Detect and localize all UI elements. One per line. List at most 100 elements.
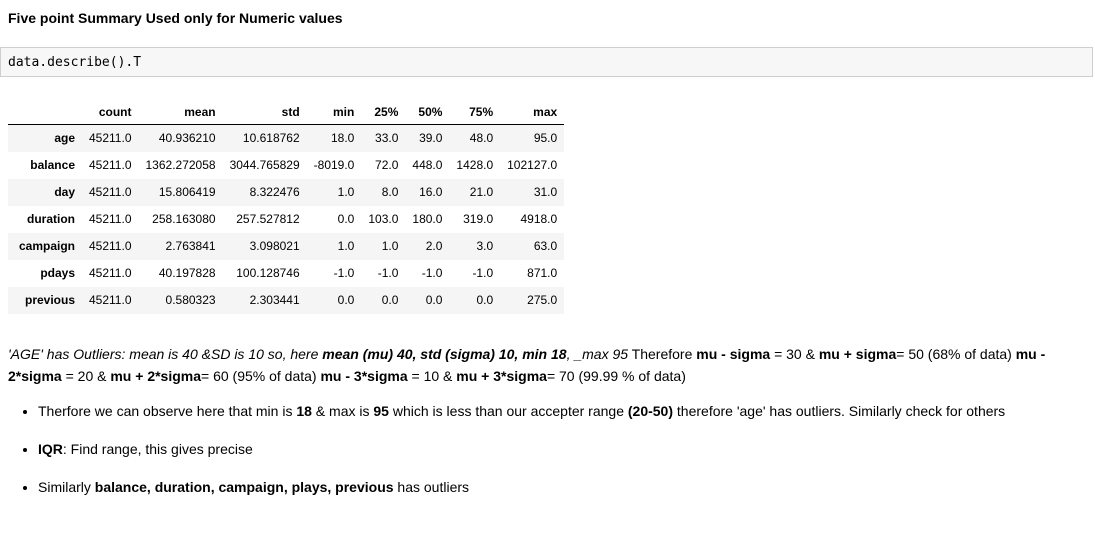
table-cell: -1.0 xyxy=(377,266,399,280)
table-cell: 257.527812 xyxy=(236,212,300,226)
text-span: = 60 (95% of data) xyxy=(201,368,321,384)
table-cell: 448.0 xyxy=(412,158,443,172)
text-span: = 70 (99.99 % of data) xyxy=(546,368,686,384)
column-header: count xyxy=(82,100,139,125)
table-cell: 45211.0 xyxy=(89,158,132,172)
table-cell: 18.0 xyxy=(331,131,355,145)
text-span: & max is xyxy=(311,403,374,419)
table-cell: 100.128746 xyxy=(236,266,300,280)
table-cell: -1.0 xyxy=(472,266,494,280)
table-cell: 102127.0 xyxy=(507,158,558,172)
table-cell: -1.0 xyxy=(421,266,443,280)
table-cell: 40.197828 xyxy=(158,266,216,280)
text-span: mean (mu) 40, std (sigma) 10, min 18 xyxy=(322,346,567,362)
text-span: balance, duration, campaign, plays, prev… xyxy=(94,479,394,495)
list-item: Therfore we can observe here that min is… xyxy=(38,400,1070,422)
text-span: IQR xyxy=(38,441,63,457)
column-header: mean xyxy=(138,100,223,125)
text-span: mu + sigma xyxy=(818,346,897,362)
text-span: = 20 & xyxy=(61,368,111,384)
table-row: previous 45211.0 0.580323 2.303441 0.0 0.0 0.0… xyxy=(8,287,565,314)
text-span: mu + 2*sigma xyxy=(110,368,202,384)
table-cell: 275.0 xyxy=(527,293,558,307)
table-cell: 45211.0 xyxy=(89,131,132,145)
text-span: 18 xyxy=(296,403,312,419)
table-row: duration 45211.0 258.163080 257.527812 0.0 10… xyxy=(8,206,565,233)
column-header: 50% xyxy=(405,100,450,125)
text-span: 95 xyxy=(373,403,389,419)
table-cell: 3044.765829 xyxy=(229,158,300,172)
text-span: = 30 & xyxy=(770,346,819,362)
table-cell: -8019.0 xyxy=(313,158,355,172)
table-cell: 95.0 xyxy=(533,131,558,145)
text-span: has outliers xyxy=(393,479,470,495)
table-cell: 319.0 xyxy=(463,212,494,226)
text-span: = 50 (68% of data) xyxy=(896,346,1016,362)
table-cell: 45211.0 xyxy=(89,212,132,226)
table-cell: 1362.272058 xyxy=(145,158,216,172)
table-cell: 3.098021 xyxy=(249,239,300,253)
list-item: IQR: Find range, this gives precise xyxy=(38,438,1070,460)
text-span: : Find range, this gives precise xyxy=(62,441,253,457)
table-cell: 2.303441 xyxy=(249,293,300,307)
table-cell: 103.0 xyxy=(368,212,399,226)
text-span: , _max 95 xyxy=(566,346,629,362)
table-cell: 0.0 xyxy=(425,293,443,307)
table-cell: 1428.0 xyxy=(456,158,494,172)
table-cell: -1.0 xyxy=(333,266,355,280)
text-span: mu - sigma xyxy=(696,346,771,362)
table-cell: 63.0 xyxy=(533,239,558,253)
table-cell: 871.0 xyxy=(527,266,558,280)
table-row: day 45211.0 15.806419 8.322476 1.0 8.0 16.0 21.… xyxy=(8,179,565,206)
text-span: mu - 3*sigma xyxy=(320,368,408,384)
row-label: balance xyxy=(30,158,75,172)
table-cell: 45211.0 xyxy=(89,266,132,280)
text-span: (20-50) xyxy=(627,403,674,419)
table-row: campaign 45211.0 2.763841 3.098021 1.0 1.0 2.0… xyxy=(8,233,565,260)
notes-list: Therfore we can observe here that min is… xyxy=(0,400,1070,498)
describe-table: count mean std min 25% 50% 75% max age 45… xyxy=(8,100,565,314)
table-cell: 4918.0 xyxy=(520,212,558,226)
row-label: duration xyxy=(27,212,75,226)
table-cell: 40.936210 xyxy=(158,131,216,145)
table-row: balance 45211.0 1362.272058 3044.765829 -801… xyxy=(8,152,565,179)
table-cell: 258.163080 xyxy=(152,212,216,226)
text-span: Therfore we can observe here that min is xyxy=(38,403,297,419)
table-cell: 39.0 xyxy=(419,131,443,145)
table-cell: 45211.0 xyxy=(89,239,132,253)
table-cell: 0.0 xyxy=(337,212,355,226)
table-cell: 1.0 xyxy=(381,239,399,253)
column-header: min xyxy=(306,100,362,125)
table-cell: 1.0 xyxy=(337,239,355,253)
table-header-row: count mean std min 25% 50% 75% max xyxy=(8,100,565,125)
table-cell: 8.322476 xyxy=(249,185,300,199)
table-cell: 10.618762 xyxy=(242,131,300,145)
table-cell: 45211.0 xyxy=(89,293,132,307)
table-cell: 21.0 xyxy=(469,185,494,199)
text-span: Similarly xyxy=(38,479,95,495)
column-header: 75% xyxy=(449,100,501,125)
text-span: = 10 & xyxy=(407,368,457,384)
code-cell[interactable]: data.describe().T xyxy=(0,47,1093,77)
table-cell: 2.0 xyxy=(425,239,443,253)
table-row: pdays 45211.0 40.197828 100.128746 -1.0 -1.0 -… xyxy=(8,260,565,287)
row-label: previous xyxy=(24,293,75,307)
text-span: mu + 3*sigma xyxy=(456,368,547,384)
table-cell: 33.0 xyxy=(375,131,399,145)
table-row: age 45211.0 40.936210 10.618762 18.0 33.0 39.0… xyxy=(8,124,565,152)
table-cell: 2.763841 xyxy=(165,239,216,253)
text-span: therefore 'age' has outliers. Similarly … xyxy=(673,403,1006,419)
column-header: max xyxy=(500,100,565,125)
column-header: std xyxy=(222,100,307,125)
table-cell: 0.0 xyxy=(476,293,494,307)
row-label: day xyxy=(54,185,75,199)
table-cell: 3.0 xyxy=(476,239,494,253)
table-cell: 31.0 xyxy=(533,185,558,199)
table-cell: 0.580323 xyxy=(165,293,216,307)
text-span: Therefore xyxy=(628,346,697,362)
table-cell: 8.0 xyxy=(381,185,399,199)
row-label: pdays xyxy=(40,266,75,280)
text-span: mu - 2*sigma xyxy=(8,346,1046,384)
table-cell: 0.0 xyxy=(381,293,399,307)
table-cell: 72.0 xyxy=(375,158,399,172)
